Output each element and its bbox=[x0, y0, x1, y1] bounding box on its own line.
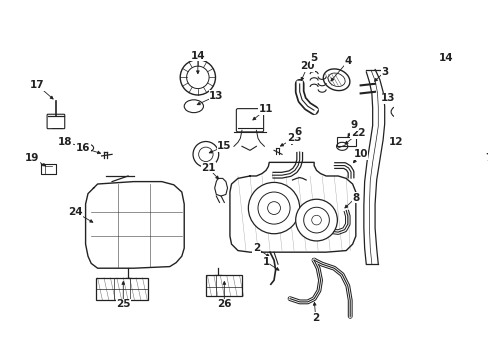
Circle shape bbox=[295, 199, 337, 241]
Polygon shape bbox=[85, 181, 184, 268]
Circle shape bbox=[180, 60, 215, 95]
Text: 11: 11 bbox=[258, 104, 273, 114]
Ellipse shape bbox=[82, 144, 93, 152]
Text: 16: 16 bbox=[76, 143, 90, 153]
FancyBboxPatch shape bbox=[96, 278, 148, 300]
Text: 13: 13 bbox=[380, 93, 394, 103]
Text: 6: 6 bbox=[294, 127, 301, 137]
Text: 14: 14 bbox=[438, 53, 453, 63]
Text: 26: 26 bbox=[217, 299, 231, 309]
Text: 1: 1 bbox=[262, 257, 269, 267]
Polygon shape bbox=[41, 164, 56, 174]
Polygon shape bbox=[229, 162, 355, 252]
Text: 5: 5 bbox=[310, 53, 317, 63]
Text: 19: 19 bbox=[24, 153, 39, 163]
Text: 15: 15 bbox=[217, 141, 231, 151]
Text: 24: 24 bbox=[68, 207, 82, 217]
Text: 21: 21 bbox=[201, 163, 215, 173]
Polygon shape bbox=[214, 179, 227, 196]
Ellipse shape bbox=[390, 105, 409, 118]
Circle shape bbox=[248, 183, 299, 234]
Text: 4: 4 bbox=[344, 56, 351, 66]
Circle shape bbox=[193, 141, 218, 167]
Text: 7: 7 bbox=[484, 153, 488, 163]
Text: 22: 22 bbox=[350, 129, 365, 139]
Text: 18: 18 bbox=[58, 137, 73, 147]
Text: 12: 12 bbox=[388, 136, 402, 147]
Text: 3: 3 bbox=[380, 67, 387, 77]
Text: 25: 25 bbox=[116, 299, 130, 309]
FancyBboxPatch shape bbox=[47, 114, 64, 129]
Text: 2: 2 bbox=[311, 313, 319, 323]
Circle shape bbox=[407, 134, 432, 159]
FancyBboxPatch shape bbox=[336, 137, 355, 146]
Text: 10: 10 bbox=[353, 149, 367, 159]
Ellipse shape bbox=[184, 100, 203, 113]
Text: 17: 17 bbox=[30, 80, 45, 90]
Text: 23: 23 bbox=[286, 133, 301, 143]
FancyBboxPatch shape bbox=[236, 109, 263, 132]
Text: 9: 9 bbox=[350, 121, 357, 130]
Text: 13: 13 bbox=[208, 91, 223, 101]
FancyBboxPatch shape bbox=[205, 275, 242, 296]
Circle shape bbox=[416, 60, 451, 95]
Text: 2: 2 bbox=[252, 243, 260, 253]
Text: 8: 8 bbox=[351, 193, 359, 203]
Text: 20: 20 bbox=[300, 61, 314, 71]
Text: 14: 14 bbox=[190, 51, 205, 61]
